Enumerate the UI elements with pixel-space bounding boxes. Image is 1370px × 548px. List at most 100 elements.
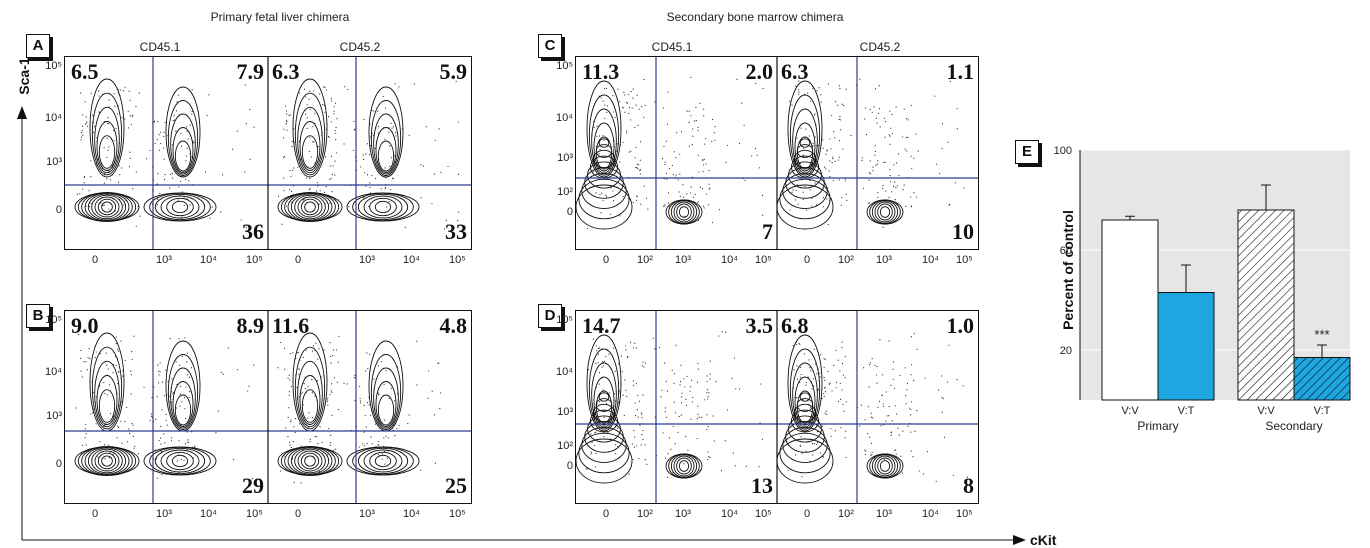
x-axis-label-ckit: cKit [1030, 532, 1057, 548]
y-tick-a-1: 10⁴ [45, 112, 62, 124]
y-tick-d-4: 0 [566, 460, 573, 472]
flow-subplot-c-left [576, 57, 777, 249]
x-tick-c-0-2: 10³ [675, 254, 691, 266]
quadrant-percent-a-right-br: 33 [445, 219, 467, 244]
x-tick-d-1-1: 10² [838, 508, 854, 520]
y-tick-b-3: 0 [55, 458, 62, 470]
x-tick-c-1-4: 10⁵ [956, 254, 973, 266]
quadrant-percent-d-right-br: 8 [963, 473, 974, 498]
x-tick-c-0-4: 10⁵ [755, 254, 772, 266]
flow-subplot-d-left [576, 311, 777, 503]
y-tick-d-0: 10⁵ [556, 314, 573, 326]
quadrant-percent-b-right-tr: 4.8 [439, 313, 468, 338]
flow-subplot-b-left [65, 311, 268, 503]
secondary-chimera-header: Secondary bone marrow chimera [666, 10, 844, 24]
panel-label-a: A [26, 34, 50, 58]
quadrant-percent-b-left-tr: 8.9 [236, 313, 265, 338]
flow-panel-a: 6.5 7.9 36 6.3 5.9 33 [64, 56, 472, 250]
x-tick-d-1-3: 10⁴ [922, 508, 939, 520]
flow-panel-d: 14.7 3.5 13 6.8 1.0 8 [575, 310, 979, 504]
x-tick-d-1-0: 0 [804, 508, 811, 520]
x-tick-c-1-3: 10⁴ [922, 254, 939, 266]
quadrant-percent-d-right-tr: 1.0 [946, 313, 975, 338]
quadrant-percent-c-left-br: 7 [762, 219, 773, 244]
y-tick-c-3: 10² [557, 186, 573, 198]
x-tick-b-0-3: 10⁵ [246, 508, 263, 520]
chart-e-ytick-label: 20 [1060, 345, 1072, 357]
chart-e-bar-label: V:T [1178, 405, 1195, 417]
y-tick-c-0: 10⁵ [556, 60, 573, 72]
quadrant-percent-a-right-tr: 5.9 [439, 59, 468, 84]
quadrant-percent-d-left-tr: 3.5 [745, 313, 774, 338]
x-tick-d-1-2: 10³ [876, 508, 892, 520]
x-tick-a-1-1: 10³ [359, 254, 375, 266]
panel-label-d: D [538, 304, 562, 328]
x-tick-b-1-3: 10⁵ [449, 508, 466, 520]
x-tick-c-1-0: 0 [804, 254, 811, 266]
y-tick-b-2: 10³ [46, 410, 62, 422]
x-tick-a-1-3: 10⁵ [449, 254, 466, 266]
chart-e-bar-primary-vv [1101, 219, 1159, 401]
x-tick-d-0-4: 10⁵ [755, 508, 772, 520]
flow-panel-c: 11.3 2.0 7 6.3 1.1 10 [575, 56, 979, 250]
flow-subplot-d-right [776, 311, 978, 503]
flow-panel-b: 9.0 8.9 29 11.6 4.8 25 [64, 310, 472, 504]
x-tick-d-1-4: 10⁵ [956, 508, 973, 520]
x-tick-d-0-0: 0 [603, 508, 610, 520]
quadrant-percent-d-left-tl: 14.7 [582, 313, 621, 338]
col-header-cd452-secondary: CD45.2 [859, 40, 901, 54]
quadrant-percent-d-left-br: 13 [751, 473, 773, 498]
quadrant-percent-c-right-tl: 6.3 [781, 59, 809, 84]
y-tick-d-2: 10³ [557, 406, 573, 418]
quadrant-percent-a-left-tr: 7.9 [236, 59, 265, 84]
chart-e-bar-label: V:V [1121, 405, 1139, 417]
chart-e-significance: *** [1314, 327, 1329, 342]
chart-e-bar-label: V:V [1257, 405, 1275, 417]
y-tick-c-4: 0 [566, 206, 573, 218]
quadrant-percent-b-right-br: 25 [445, 473, 467, 498]
flow-subplot-c-right [776, 57, 978, 249]
x-tick-a-0-3: 10⁵ [246, 254, 263, 266]
quadrant-percent-b-left-tl: 9.0 [71, 313, 99, 338]
col-header-cd452-primary: CD45.2 [339, 40, 381, 54]
quadrant-percent-d-right-tl: 6.8 [781, 313, 809, 338]
chart-e-bar-primary-vt [1157, 292, 1215, 401]
chart-e-group-label: Primary [1137, 419, 1178, 433]
chart-e-group-label: Secondary [1265, 419, 1322, 433]
quadrant-percent-c-right-br: 10 [952, 219, 974, 244]
x-tick-a-1-2: 10⁴ [403, 254, 420, 266]
y-tick-c-1: 10⁴ [556, 112, 573, 124]
x-tick-a-0-0: 0 [92, 254, 99, 266]
quadrant-percent-c-left-tr: 2.0 [745, 59, 774, 84]
flow-subplot-a-left [65, 57, 268, 249]
chart-e-bar-label: V:T [1314, 405, 1331, 417]
y-tick-a-0: 10⁵ [45, 60, 62, 72]
y-axis-label-sca1: Sca-1 [16, 57, 32, 95]
quadrant-percent-c-left-tl: 11.3 [582, 59, 620, 84]
col-header-cd451-secondary: CD45.1 [651, 40, 693, 54]
x-tick-b-0-0: 0 [92, 508, 99, 520]
x-tick-b-0-1: 10³ [156, 508, 172, 520]
flow-subplot-a-right [268, 57, 471, 249]
quadrant-percent-c-right-tr: 1.1 [946, 59, 975, 84]
x-tick-c-1-2: 10³ [876, 254, 892, 266]
x-tick-d-0-3: 10⁴ [721, 508, 738, 520]
x-tick-d-0-1: 10² [637, 508, 653, 520]
panel-label-c: C [538, 34, 562, 58]
x-tick-c-1-1: 10² [838, 254, 854, 266]
y-tick-b-0: 10⁵ [45, 314, 62, 326]
x-tick-b-1-2: 10⁴ [403, 508, 420, 520]
quadrant-percent-a-left-tl: 6.5 [71, 59, 99, 84]
panel-label-e: E [1015, 140, 1039, 164]
y-tick-c-2: 10³ [557, 152, 573, 164]
y-tick-a-3: 0 [55, 204, 62, 216]
quadrant-percent-b-right-tl: 11.6 [272, 313, 310, 338]
x-tick-c-0-0: 0 [603, 254, 610, 266]
x-tick-b-1-1: 10³ [359, 508, 375, 520]
x-tick-a-0-2: 10⁴ [200, 254, 217, 266]
x-tick-c-0-1: 10² [637, 254, 653, 266]
flow-subplot-b-right [268, 311, 471, 503]
quadrant-percent-a-left-br: 36 [242, 219, 264, 244]
